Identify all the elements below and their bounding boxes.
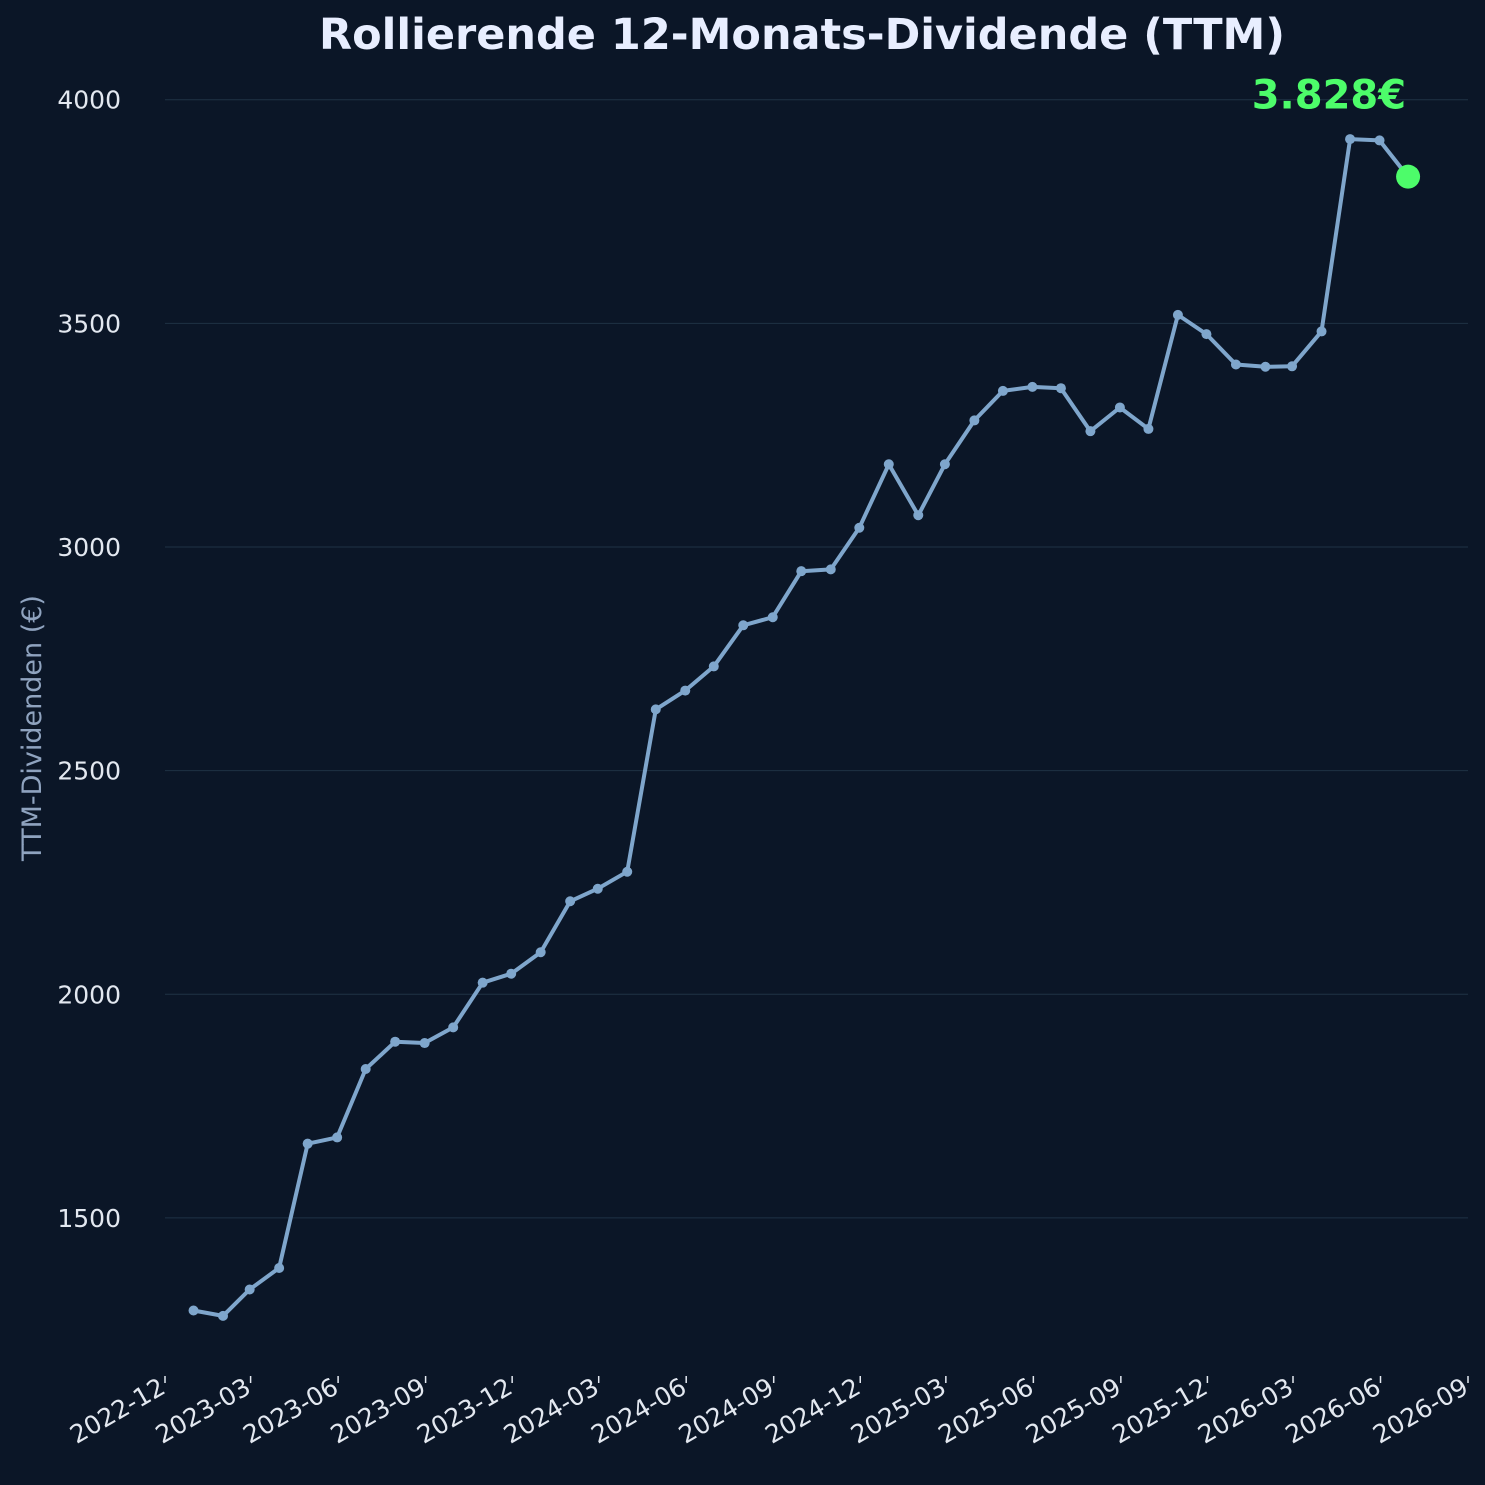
y-tick-label: 2000 bbox=[57, 980, 121, 1009]
data-point bbox=[825, 564, 836, 575]
data-point bbox=[883, 459, 894, 470]
data-point bbox=[738, 620, 749, 631]
data-point bbox=[188, 1305, 199, 1316]
data-point bbox=[650, 704, 661, 715]
data-point bbox=[1287, 361, 1298, 372]
data-point bbox=[708, 661, 719, 672]
data-point bbox=[1345, 134, 1356, 145]
y-tick-label: 1500 bbox=[57, 1204, 121, 1233]
data-point bbox=[302, 1138, 313, 1149]
data-point bbox=[1260, 361, 1271, 372]
data-point bbox=[535, 947, 546, 958]
data-point bbox=[997, 385, 1008, 396]
data-point bbox=[913, 510, 924, 521]
data-point bbox=[1027, 381, 1038, 392]
y-axis-label: TTM-Dividenden (€) bbox=[17, 595, 48, 862]
data-point bbox=[622, 866, 633, 877]
data-point bbox=[1374, 135, 1385, 146]
data-point bbox=[1316, 326, 1327, 337]
data-point bbox=[360, 1063, 371, 1074]
y-grid bbox=[165, 99, 1468, 1219]
data-point bbox=[1230, 359, 1241, 370]
data-point bbox=[1143, 423, 1154, 434]
data-point bbox=[506, 968, 517, 979]
last-value-label: 3.828€ bbox=[1252, 73, 1406, 119]
data-point bbox=[1201, 329, 1212, 340]
data-point bbox=[1172, 309, 1183, 320]
data-point bbox=[332, 1132, 343, 1143]
data-point bbox=[390, 1036, 401, 1047]
data-point bbox=[796, 566, 807, 577]
y-axis-ticks: 1500 2000 2500 3000 3500 4000 bbox=[57, 86, 121, 1233]
y-tick-label: 2500 bbox=[57, 757, 121, 786]
data-point bbox=[1114, 402, 1125, 413]
y-tick-label: 3000 bbox=[57, 533, 121, 562]
annotations: 3.828€ bbox=[1252, 73, 1421, 189]
data-point bbox=[218, 1310, 229, 1321]
data-point bbox=[854, 522, 865, 533]
data-point bbox=[1085, 426, 1096, 437]
data-point bbox=[419, 1038, 430, 1049]
data-point bbox=[1055, 383, 1066, 394]
data-point bbox=[448, 1022, 459, 1033]
series-ttm bbox=[188, 134, 1411, 1321]
data-point bbox=[939, 459, 950, 470]
y-tick-label: 4000 bbox=[57, 86, 121, 115]
data-point bbox=[244, 1284, 255, 1295]
data-point bbox=[767, 612, 778, 623]
last-value-marker bbox=[1396, 164, 1421, 189]
data-point bbox=[477, 977, 488, 988]
data-point bbox=[680, 685, 691, 696]
data-point bbox=[274, 1263, 285, 1274]
chart-title: Rollierende 12-Monats-Dividende (TTM) bbox=[319, 10, 1285, 60]
data-point bbox=[592, 883, 603, 894]
data-point bbox=[969, 415, 980, 426]
data-point bbox=[565, 896, 576, 907]
y-tick-label: 3500 bbox=[57, 309, 121, 338]
